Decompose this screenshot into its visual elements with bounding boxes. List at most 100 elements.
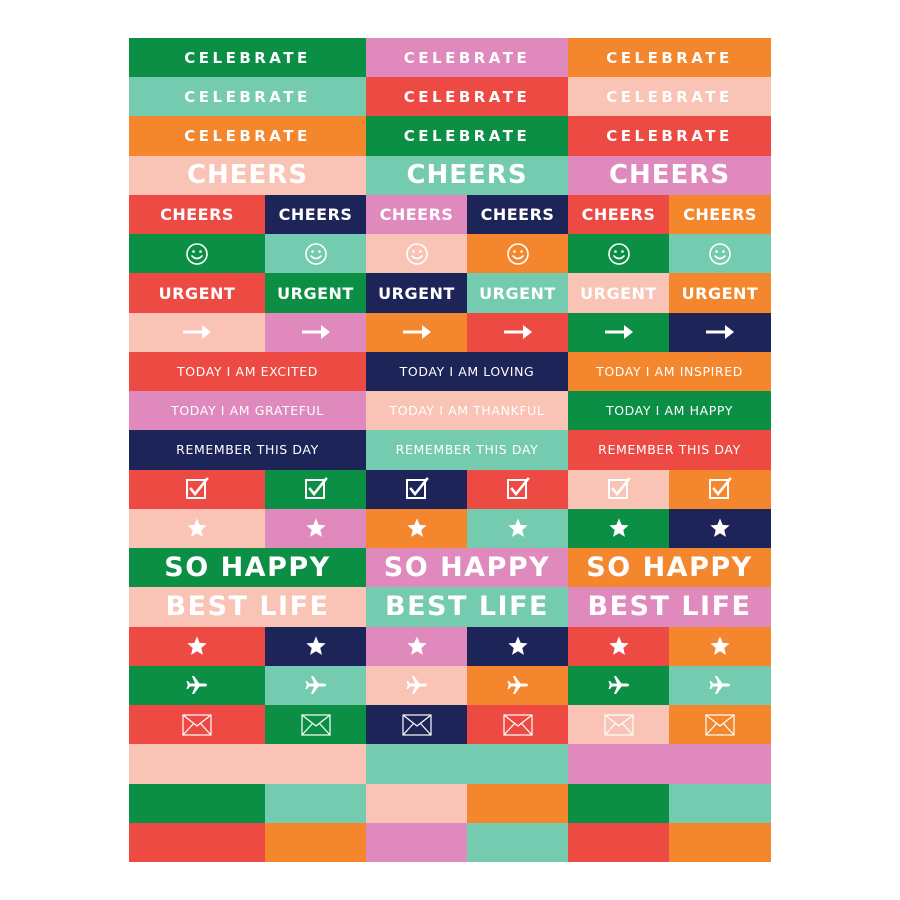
sticker-star <box>669 626 771 666</box>
sticker-blank <box>265 822 366 862</box>
smiley-icon <box>405 242 429 266</box>
sticker-smiley <box>568 234 669 274</box>
sticker-label: TODAY I AM LOVING <box>399 364 535 380</box>
arrow-right-icon <box>604 324 634 340</box>
envelope-icon <box>300 714 331 736</box>
sticker-today-i-am-inspired: TODAY I AM INSPIRED <box>568 351 771 392</box>
sticker-label: URGENT <box>277 283 354 303</box>
sticker-best-life: BEST LIFE <box>568 587 771 627</box>
sticker-label: TODAY I AM HAPPY <box>605 403 734 419</box>
checkbox-icon <box>185 477 209 501</box>
star-icon <box>406 635 428 657</box>
sticker-label: CELEBRATE <box>184 87 311 106</box>
star-icon <box>186 635 208 657</box>
sticker-cheers: CHEERS <box>366 155 568 195</box>
sticker-best-life: BEST LIFE <box>129 587 366 627</box>
sticker-star <box>366 508 467 549</box>
airplane-icon <box>185 673 209 697</box>
sticker-blank <box>129 822 265 862</box>
sticker-envelope <box>568 705 669 745</box>
checkbox-icon <box>506 477 530 501</box>
sticker-blank <box>467 822 568 862</box>
sticker-remember-this-day: REMEMBER THIS DAY <box>568 430 771 470</box>
sticker-label: BEST LIFE <box>165 591 330 623</box>
sticker-smiley <box>467 234 568 274</box>
sticker-arrow-right <box>467 312 568 352</box>
sticker-label: SO HAPPY <box>586 552 753 584</box>
sticker-label: CHEERS <box>186 160 309 191</box>
sticker-smiley <box>129 234 265 274</box>
star-icon <box>406 517 428 539</box>
sticker-so-happy: SO HAPPY <box>568 548 771 588</box>
sticker-celebrate: CELEBRATE <box>366 77 568 117</box>
sticker-label: BEST LIFE <box>385 591 549 623</box>
sticker-star <box>467 508 568 549</box>
sticker-label: TODAY I AM GRATEFUL <box>171 403 324 419</box>
sticker-arrow-right <box>669 312 771 352</box>
envelope-icon <box>182 714 212 736</box>
sticker-label: CELEBRATE <box>606 127 733 146</box>
sticker-airplane <box>265 665 366 706</box>
sticker-urgent: URGENT <box>265 273 366 313</box>
sticker-label: CELEBRATE <box>606 87 733 106</box>
sticker-remember-this-day: REMEMBER THIS DAY <box>129 430 366 470</box>
checkbox-icon <box>708 477 732 501</box>
sticker-celebrate: CELEBRATE <box>366 38 568 78</box>
sticker-label: CELEBRATE <box>184 127 311 146</box>
sticker-celebrate: CELEBRATE <box>129 38 366 78</box>
sticker-checkbox <box>467 469 568 509</box>
sticker-blank <box>568 783 669 823</box>
sticker-label: CHEERS <box>581 205 656 225</box>
sticker-checkbox <box>366 469 467 509</box>
sticker-label: URGENT <box>378 283 455 303</box>
sticker-celebrate: CELEBRATE <box>568 38 771 78</box>
sticker-urgent: URGENT <box>568 273 669 313</box>
sticker-checkbox <box>568 469 669 509</box>
sticker-cheers: CHEERS <box>568 194 669 235</box>
sticker-celebrate: CELEBRATE <box>129 77 366 117</box>
sticker-label: CHEERS <box>406 160 528 191</box>
sticker-star <box>467 626 568 666</box>
sticker-blank <box>467 783 568 823</box>
sticker-blank <box>265 783 366 823</box>
sticker-today-i-am-grateful: TODAY I AM GRATEFUL <box>129 391 366 431</box>
sticker-label: CELEBRATE <box>606 48 733 67</box>
sticker-so-happy: SO HAPPY <box>366 548 568 588</box>
sticker-label: BEST LIFE <box>587 591 752 623</box>
sticker-cheers: CHEERS <box>129 194 265 235</box>
sticker-cheers: CHEERS <box>366 194 467 235</box>
sticker-label: URGENT <box>158 283 236 303</box>
star-icon <box>709 517 731 539</box>
sticker-urgent: URGENT <box>669 273 771 313</box>
sticker-arrow-right <box>568 312 669 352</box>
sticker-star <box>669 508 771 549</box>
sticker-label: TODAY I AM INSPIRED <box>596 364 743 380</box>
sticker-star <box>129 626 265 666</box>
sticker-envelope <box>467 705 568 745</box>
checkbox-icon <box>405 477 429 501</box>
sticker-airplane <box>467 665 568 706</box>
sticker-urgent: URGENT <box>467 273 568 313</box>
arrow-right-icon <box>301 324 331 340</box>
sticker-label: URGENT <box>580 283 657 303</box>
sticker-star <box>129 508 265 549</box>
sticker-celebrate: CELEBRATE <box>568 116 771 156</box>
sticker-envelope <box>669 705 771 745</box>
sticker-remember-this-day: REMEMBER THIS DAY <box>366 430 568 470</box>
star-icon <box>507 635 529 657</box>
sticker-envelope <box>129 705 265 745</box>
sticker-arrow-right <box>265 312 366 352</box>
sticker-star <box>366 626 467 666</box>
sticker-cheers: CHEERS <box>265 194 366 235</box>
star-icon <box>305 635 327 657</box>
sticker-label: CELEBRATE <box>184 48 311 67</box>
sticker-today-i-am-excited: TODAY I AM EXCITED <box>129 351 366 392</box>
sticker-cheers: CHEERS <box>467 194 568 235</box>
sticker-blank <box>366 822 467 862</box>
sticker-smiley <box>265 234 366 274</box>
sticker-smiley <box>669 234 771 274</box>
sticker-best-life: BEST LIFE <box>366 587 568 627</box>
sticker-label: CELEBRATE <box>403 127 531 146</box>
sticker-urgent: URGENT <box>129 273 265 313</box>
sticker-blank <box>669 822 771 862</box>
